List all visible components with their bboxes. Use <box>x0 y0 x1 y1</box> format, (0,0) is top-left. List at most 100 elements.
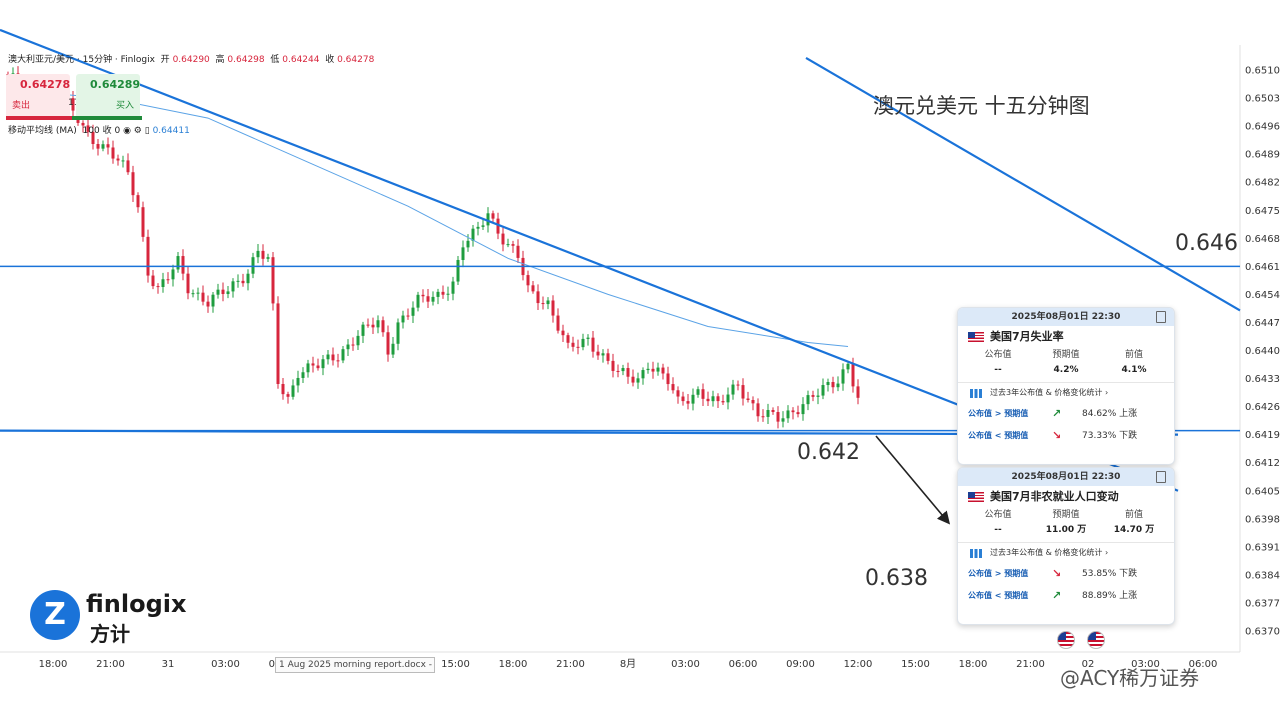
candle-body <box>776 412 780 422</box>
buy-bar <box>72 116 142 120</box>
stat-row: 公布值 > 预期值 ↘ 53.85% 下跌 <box>958 563 1174 585</box>
candle-body <box>716 396 720 402</box>
candle-body <box>651 368 655 372</box>
ma-value: 0.64411 <box>152 126 190 136</box>
delete-icon[interactable]: ▯ <box>144 126 150 136</box>
event-col-labels: 公布值 预期值 前值 <box>984 510 1143 520</box>
candle-body <box>636 378 640 383</box>
us-flag-marker-1[interactable] <box>1057 631 1075 649</box>
candle-body <box>491 213 495 219</box>
event-title: 美国7月失业率 <box>958 326 1174 348</box>
time-tick-label: 03:00 <box>211 659 240 670</box>
time-tick-label: 21:00 <box>1016 659 1045 670</box>
candle-body <box>841 369 845 384</box>
candle-body <box>671 384 675 391</box>
sell-button[interactable]: 0.64278 卖出 <box>6 74 70 120</box>
quantity-field[interactable]: 11 <box>68 98 80 108</box>
candle-body <box>96 144 100 149</box>
candle-body <box>826 382 830 386</box>
candle-body <box>566 335 570 343</box>
us-flag-marker-2[interactable] <box>1087 631 1105 649</box>
trend-down-icon: ↘ <box>1052 429 1062 442</box>
candle-body <box>231 281 235 292</box>
eye-icon[interactable]: ◉ <box>123 126 131 136</box>
candle-body <box>471 228 475 241</box>
candle-body <box>411 307 415 316</box>
candle-body <box>216 289 220 295</box>
candle-body <box>341 349 345 361</box>
candle-body <box>171 269 175 280</box>
word-taskbar-tab[interactable]: 1 Aug 2025 morning report.docx - Word <box>275 657 435 673</box>
candle-body <box>501 233 505 245</box>
candle-body <box>796 412 800 415</box>
candle-body <box>456 259 460 282</box>
candle-body <box>766 410 770 417</box>
candle-body <box>176 256 180 270</box>
candle-body <box>801 404 805 415</box>
candle-body <box>191 293 195 295</box>
stats-link[interactable]: 过去3年公布值 & 价格变化统计 › <box>958 543 1174 563</box>
candle-body <box>221 289 225 295</box>
time-tick-label: 18:00 <box>959 659 988 670</box>
candle-body <box>261 250 265 259</box>
candle-body <box>531 285 535 292</box>
candle-body <box>161 279 165 288</box>
candle-body <box>816 395 820 397</box>
candle-body <box>266 257 270 259</box>
ma-indicator-info[interactable]: 移动平均线 (MA) 100 收 0 ◉ ⚙ ▯ 0.64411 <box>8 123 190 136</box>
candle-body <box>706 398 710 402</box>
candle-body <box>576 346 580 348</box>
candle-body <box>246 273 250 284</box>
candle-body <box>646 368 650 371</box>
clipboard-icon[interactable] <box>1156 471 1166 483</box>
candle-body <box>591 337 595 352</box>
buy-label: 买入 <box>115 101 134 111</box>
candle-body <box>431 296 435 302</box>
buy-button[interactable]: 0.64289 买入 <box>76 74 140 120</box>
candle-body <box>356 335 360 346</box>
settings-icon[interactable]: ⚙ <box>133 126 142 136</box>
candle-body <box>331 354 335 361</box>
bar-chart-icon <box>970 549 982 558</box>
candle-body <box>606 353 610 361</box>
candle-body <box>391 343 395 355</box>
close-label: 收 <box>325 55 335 65</box>
candle-body <box>211 294 215 307</box>
candle-body <box>376 320 380 328</box>
time-tick-label: 02 <box>1082 659 1095 670</box>
candle-body <box>736 384 740 386</box>
low-label: 低 <box>270 55 280 65</box>
candle-body <box>286 394 290 397</box>
candle-body <box>541 303 545 305</box>
candle-body <box>346 344 350 350</box>
event-card-unemployment[interactable]: 2025年08月01日 22:30 美国7月失业率 公布值 预期值 前值 -- … <box>957 307 1175 465</box>
event-card-nonfarm[interactable]: 2025年08月01日 22:30 美国7月非农就业人口变动 公布值 预期值 前… <box>957 467 1175 625</box>
logo-sub: 方计 <box>90 622 130 646</box>
event-col-labels: 公布值 预期值 前值 <box>984 350 1143 360</box>
candle-body <box>786 410 790 419</box>
candle-body <box>691 394 695 404</box>
candle-body <box>106 144 110 148</box>
candle-body <box>661 367 665 374</box>
candle-body <box>86 125 90 132</box>
candle-body <box>516 245 520 258</box>
candle-body <box>426 296 430 302</box>
candle-body <box>181 256 185 274</box>
clipboard-icon[interactable] <box>1156 311 1166 323</box>
candle-body <box>806 395 810 405</box>
candle-body <box>241 280 245 284</box>
candle-body <box>421 294 425 297</box>
stats-link[interactable]: 过去3年公布值 & 价格变化统计 › <box>958 383 1174 403</box>
open-label: 开 <box>160 55 170 65</box>
